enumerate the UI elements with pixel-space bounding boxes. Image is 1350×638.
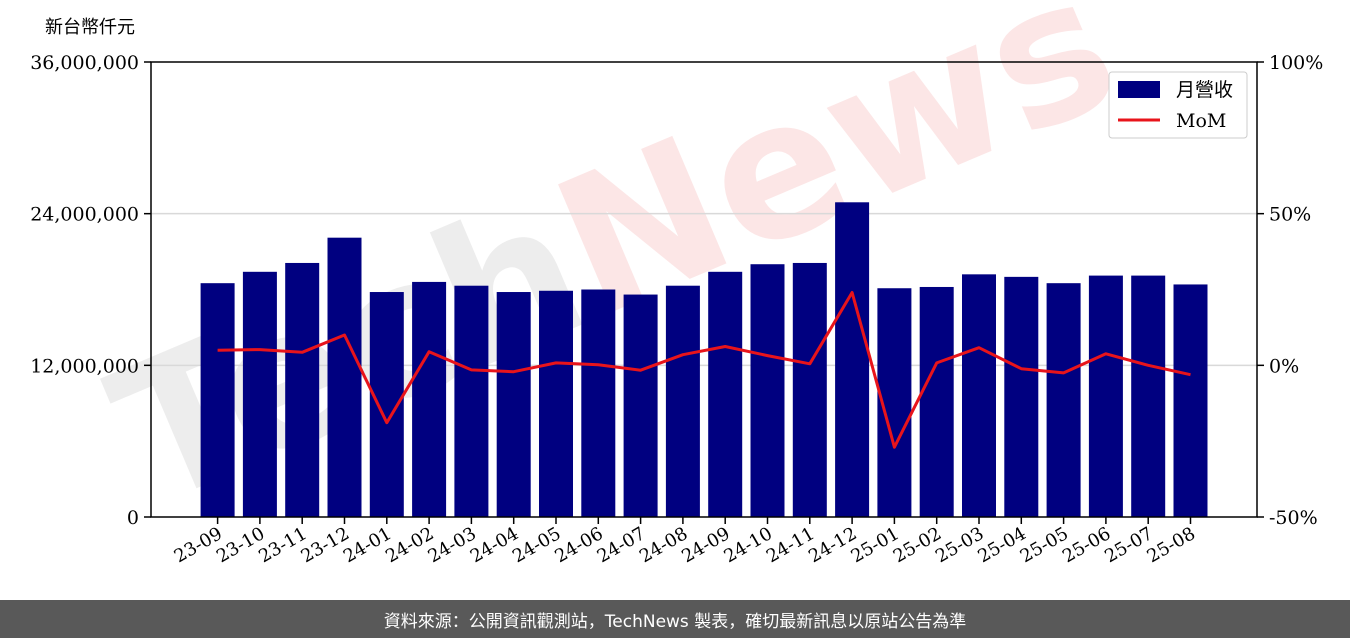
bar-23-11 [285,262,320,517]
bar-25-03 [962,274,996,517]
bar-24-12 [835,202,870,517]
bar-25-04 [1004,276,1039,517]
y-right-tick-label-1: 0% [1269,355,1299,377]
bar-23-10 [242,271,277,517]
y-right-tick-label-0: -50% [1269,507,1318,529]
source-footer-text: 資料來源：公開資訊觀測站，TechNews 製表，確切最新訊息以原站公告為準 [383,611,967,632]
left-y-axis: 0 12,000,000 24,000,000 36,000,000 [30,52,151,529]
x-axis: 23-0923-1023-1123-1224-0124-0224-0324-04… [171,517,1199,567]
y-left-tick-label-3: 36,000,000 [30,52,139,74]
y-left-tick-label-1: 12,000,000 [30,355,139,377]
bar-23-09 [200,283,235,517]
bar-24-10 [750,264,785,517]
bar-24-03 [454,285,489,517]
y-right-tick-label-2: 50% [1269,204,1311,226]
bar-24-11 [792,262,827,517]
revenue-bars [200,202,1208,518]
chart-legend: 月營收 MoM [1108,71,1248,139]
y-axis-unit-label: 新台幣仟元 [45,17,135,38]
plot-border [150,61,1258,518]
x-tick-label-25-08: 25-08 [1144,523,1199,567]
legend-swatch-revenue [1118,81,1160,98]
bar-23-12 [327,237,362,518]
bar-24-08 [665,285,700,517]
bar-24-07 [623,294,658,517]
plot-frame [150,61,1258,518]
source-footer: 資料來源：公開資訊觀測站，TechNews 製表，確切最新訊息以原站公告為準 [0,600,1350,638]
bar-24-06 [581,289,616,517]
bar-25-05 [1046,283,1081,517]
y-left-tick-label-2: 24,000,000 [30,204,139,226]
legend-label-revenue: 月營收 [1176,79,1233,101]
bar-25-07 [1131,275,1166,517]
right-y-axis: -50% 0% 50% 100% [1257,52,1323,529]
mom-line [217,291,1191,449]
bar-25-08 [1173,284,1208,517]
bar-24-09 [708,271,743,517]
bar-24-05 [539,290,573,517]
bar-24-02 [412,281,447,517]
bar-25-06 [1088,275,1123,517]
mom-line-series [217,291,1191,449]
bar-25-02 [919,286,954,517]
revenue-chart: TechNews 012,000,00024,000,00036,000,000… [30,0,1323,567]
bar-24-04 [496,292,531,517]
legend-label-mom: MoM [1176,110,1226,132]
y-right-tick-label-3: 100% [1269,52,1323,74]
y-left-tick-label-0: 0 [127,507,139,529]
